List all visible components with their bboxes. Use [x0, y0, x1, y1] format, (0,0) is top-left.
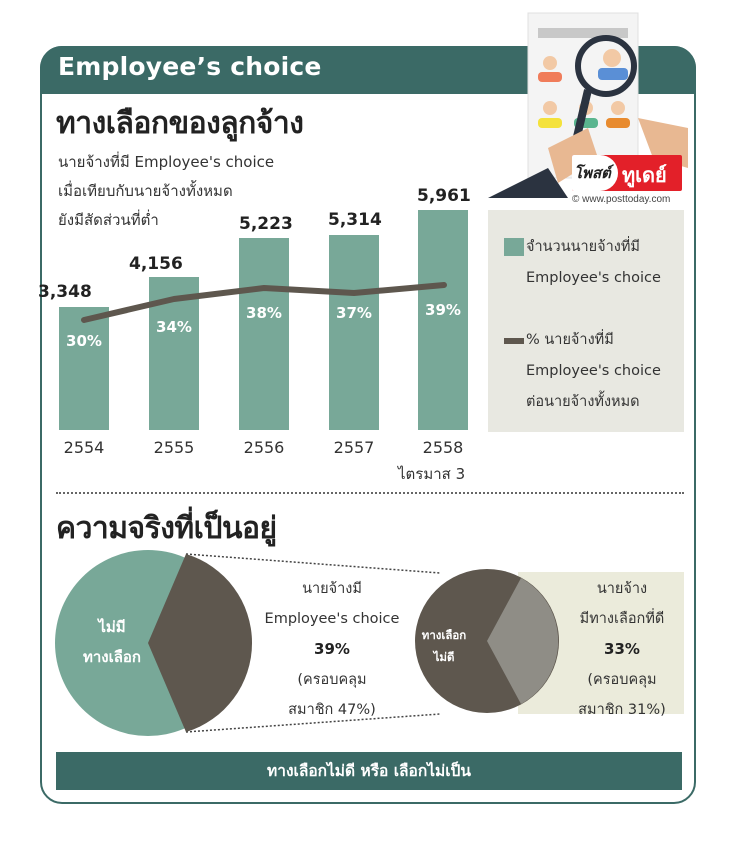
bar-percent: 38% [246, 304, 282, 322]
legend-line-swatch-icon [504, 338, 524, 344]
copyright-text: © www.posttoday.com [572, 194, 671, 205]
legend-text-line: Employee's choice [526, 270, 661, 286]
desc-line: (ครอบคลุม [587, 672, 657, 688]
desc-line: นายจ้างมี [302, 581, 362, 597]
desc-percent: 33% [604, 640, 640, 658]
x-label: 2554 [63, 438, 105, 457]
desc-line: สมาชิก 31%) [578, 702, 666, 718]
bar-value: 5,223 [239, 214, 293, 234]
desc-line: นายจ้าง [596, 581, 648, 597]
x-label: 2558 [422, 438, 464, 457]
legend-line-label: % นายจ้างที่มี Employee's choice ต่อนายจ… [526, 325, 661, 418]
subtitle-line: ยังมีสัดส่วนที่ต่ำ [58, 211, 159, 229]
slice-label-line: ทางเลือก [82, 648, 142, 666]
slice-label-line: ไม่ดี [433, 650, 455, 664]
slice-label-line: ไม่มี [98, 618, 126, 636]
logo-right-text: ทูเดย์ [622, 163, 667, 187]
legend-bar-swatch-icon [504, 238, 524, 256]
x-label: 2556 [243, 438, 285, 457]
legend-text-line: จำนวนนายจ้างที่มี [526, 239, 640, 255]
desc-line: (ครอบคลุม [297, 672, 367, 688]
reality-title: ความจริงที่เป็นอยู่ [56, 511, 277, 546]
legend-text-line: ต่อนายจ้างทั้งหมด [526, 394, 640, 410]
footer-text: ทางเลือกไม่ดี หรือ เลือกไม่เป็น [267, 762, 471, 780]
bar-percent: 37% [336, 304, 372, 322]
bar-percent: 34% [156, 318, 192, 336]
title-en: Employee’s choice [58, 52, 322, 81]
desc-line: มีทางเลือกที่ดี [579, 611, 665, 627]
bar-percent: 30% [66, 332, 102, 350]
pie2-slice-label: ทางเลือก ไม่ดี [414, 624, 474, 668]
bar-percent: 39% [425, 301, 461, 319]
legend-text-line: % นายจ้างที่มี [526, 332, 614, 348]
footer-band [56, 752, 682, 790]
logo-left-text: โพสต์ [574, 164, 611, 182]
bar-2558 [418, 210, 468, 430]
bar-value: 5,314 [328, 210, 382, 230]
section-divider [56, 492, 684, 494]
x-label: 2557 [333, 438, 375, 457]
desc-percent: 39% [314, 640, 350, 658]
subtitle: นายจ้างที่มี Employee's choice เมื่อเทีย… [58, 148, 274, 235]
bar-value: 4,156 [129, 254, 183, 274]
subtitle-line: นายจ้างที่มี Employee's choice [58, 153, 275, 171]
pie1-slice-label: ไม่มี ทางเลือก [72, 612, 152, 672]
posttoday-logo: โพสต์ ทูเดย์ [572, 155, 682, 191]
bar-2554 [59, 307, 109, 430]
slice-label-line: ทางเลือก [421, 628, 467, 642]
legend-bar-label: จำนวนนายจ้างที่มี Employee's choice [526, 232, 661, 294]
x-note: ไตรมาส 3 [398, 465, 466, 483]
pie1-description: นายจ้างมี Employee's choice 39% (ครอบคลุ… [252, 574, 412, 725]
pie2-description: นายจ้าง มีทางเลือกที่ดี 33% (ครอบคลุม สม… [560, 574, 684, 725]
title-th: ทางเลือกของลูกจ้าง [56, 106, 304, 141]
bar-2556 [239, 238, 289, 430]
bar-2557 [329, 235, 379, 430]
legend-text-line: Employee's choice [526, 363, 661, 379]
bar-value: 5,961 [417, 186, 471, 206]
bar-value: 3,348 [38, 282, 92, 302]
x-label: 2555 [153, 438, 195, 457]
subtitle-line: เมื่อเทียบกับนายจ้างทั้งหมด [58, 182, 233, 200]
desc-line: Employee's choice [264, 611, 400, 627]
desc-line: สมาชิก 47%) [288, 702, 376, 718]
